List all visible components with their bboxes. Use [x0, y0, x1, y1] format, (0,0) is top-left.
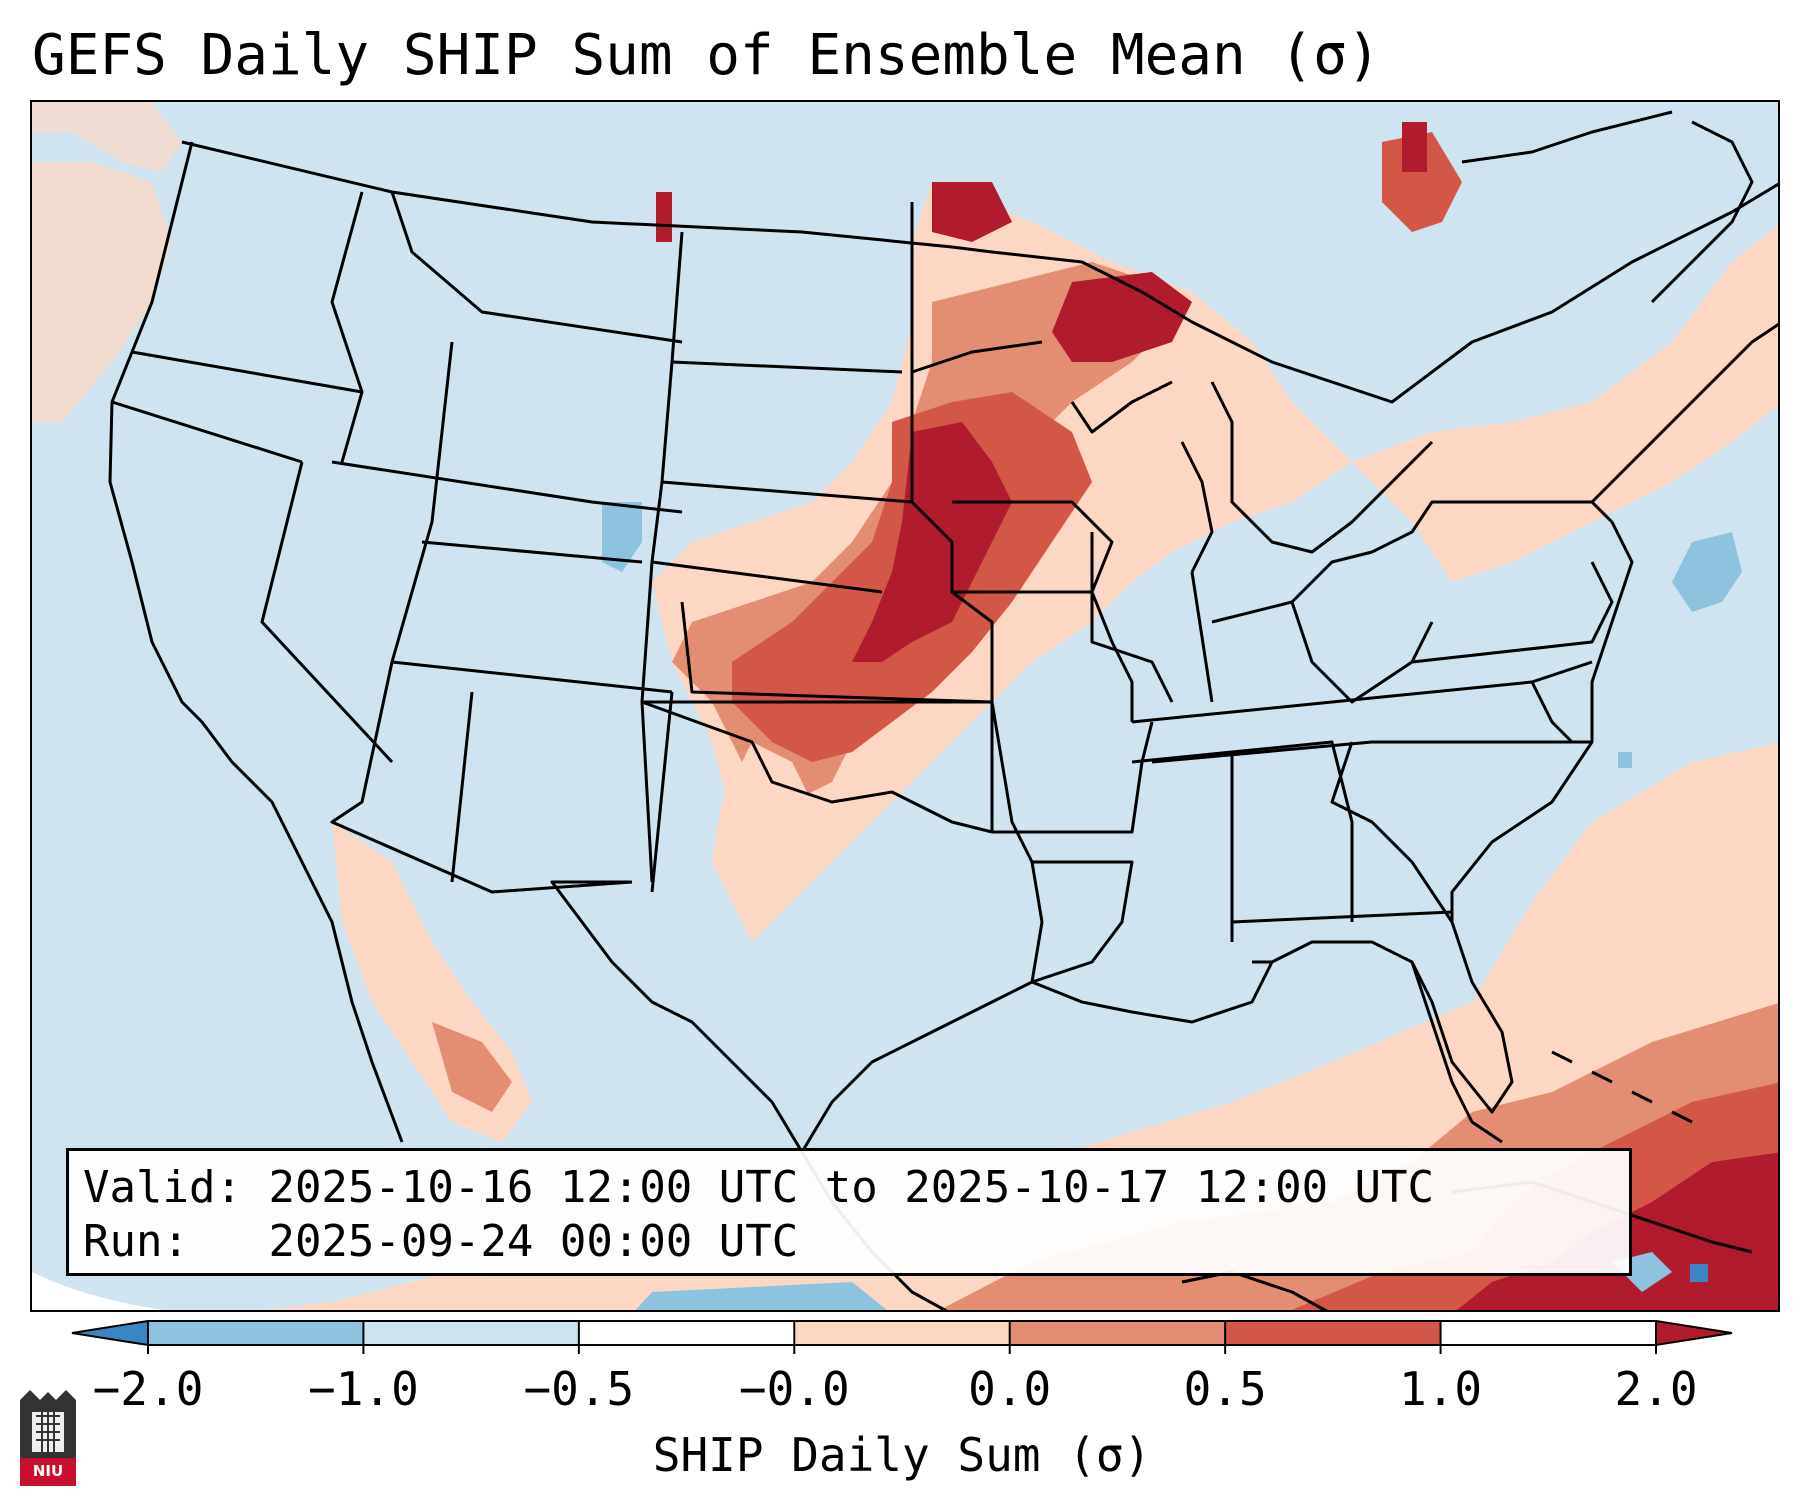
colorbar-bin — [148, 1321, 364, 1345]
colorbar-tick-label: −2.0 — [92, 1362, 204, 1416]
projection-edge — [32, 1272, 163, 1310]
colorbar-tick-label: −1.0 — [308, 1362, 419, 1416]
colorbar-tick-label: 0.5 — [1183, 1362, 1267, 1416]
colorbar-ticks — [147, 1321, 1657, 1354]
colorbar-bin — [363, 1321, 580, 1345]
colorbar-bin — [794, 1321, 1011, 1345]
niu-logo-icon — [20, 1390, 76, 1486]
colorbar-tick-label: 2.0 — [1614, 1362, 1698, 1416]
map-title: GEFS Daily SHIP Sum of Ensemble Mean (σ) — [32, 23, 1381, 88]
valid-time-range: 2025-10-16 12:00 UTC to 2025-10-17 12:00… — [268, 1162, 1435, 1213]
colorbar-label: SHIP Daily Sum (σ) — [652, 1428, 1152, 1482]
colorbar-max-extend — [1655, 1319, 1733, 1347]
run-label: Run: — [83, 1216, 189, 1267]
map-canvas — [32, 102, 1778, 1310]
run-time: 2025-09-24 00:00 UTC — [268, 1216, 799, 1267]
map-panel — [30, 100, 1780, 1312]
colorbar-bin — [578, 1321, 795, 1345]
colorbar-bins — [148, 1321, 1442, 1345]
colorbar-tick-label: −0.0 — [738, 1362, 850, 1416]
colorbar-tick-label: −0.5 — [523, 1362, 635, 1416]
colorbar-min-extend — [71, 1319, 149, 1347]
colorbar — [71, 1319, 1733, 1354]
validity-info-box: Valid: 2025-10-16 12:00 UTC to 2025-10-1… — [66, 1148, 1632, 1276]
colorbar-bin — [1009, 1321, 1226, 1345]
logo-text: NIU — [32, 1462, 64, 1480]
colorbar-tick-label: 1.0 — [1399, 1362, 1483, 1416]
colorbar-bin — [1225, 1321, 1442, 1345]
colorbar-tick-label: 0.0 — [968, 1362, 1052, 1416]
valid-label: Valid: — [83, 1162, 242, 1213]
state-boundaries — [108, 110, 1778, 1310]
